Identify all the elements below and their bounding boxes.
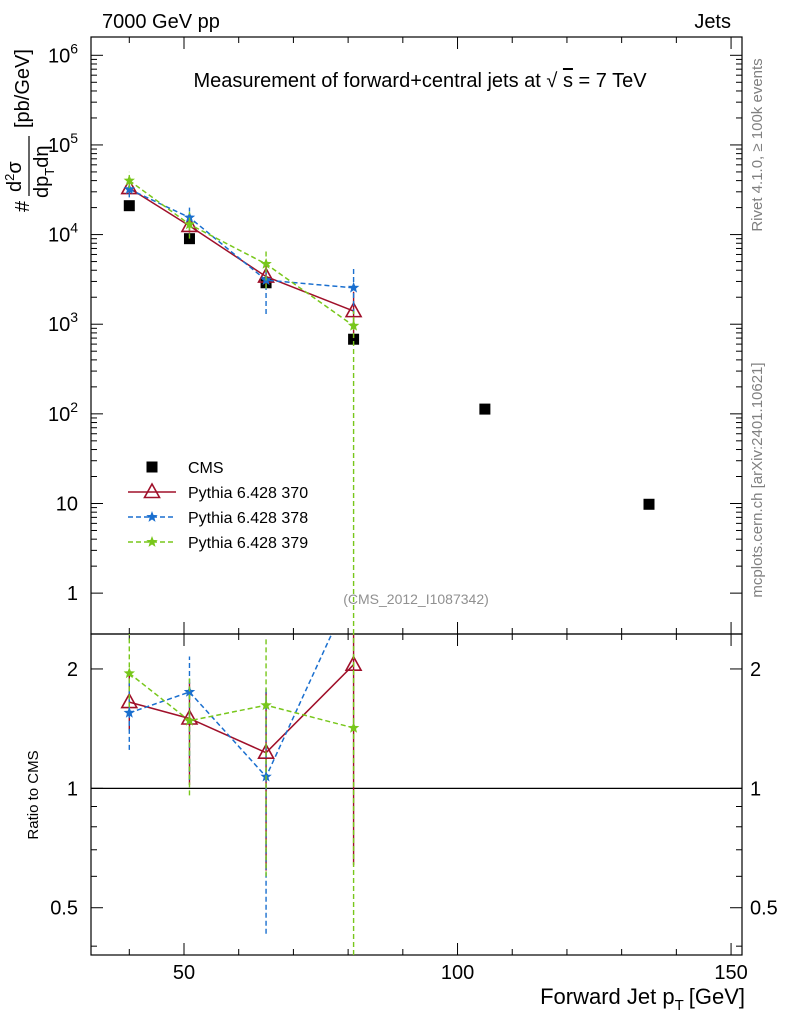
legend: CMS Pythia 6.428 370 Pythia 6.428 378 Pythi… xyxy=(128,460,308,552)
header-right: Jets xyxy=(694,11,731,33)
main-ytick-label: 105 xyxy=(48,130,78,157)
legend-item: Pythia 6.428 378 xyxy=(128,510,308,527)
ratio-line xyxy=(129,633,333,779)
main-ytick-label: 102 xyxy=(48,399,78,426)
ratio-ytick-label-right: 2 xyxy=(750,659,761,681)
x-axis-label-main: Forward Jet p xyxy=(540,984,675,1009)
legend-label: Pythia 6.428 370 xyxy=(188,485,308,502)
ratio-point xyxy=(123,706,135,718)
ratio-point xyxy=(183,714,196,726)
legend-label: Pythia 6.428 378 xyxy=(188,510,308,527)
analysis-tag: (CMS_2012_I1087342) xyxy=(343,591,489,607)
main-ytick-label: 1 xyxy=(67,583,78,605)
ratio-axis-ticks xyxy=(91,634,742,955)
ratio-line xyxy=(128,672,354,729)
legend-marker xyxy=(146,461,158,473)
main-series-3 xyxy=(123,171,360,634)
ratio-point xyxy=(260,699,272,711)
legend-label: Pythia 6.428 379 xyxy=(188,535,308,552)
ratio-frame xyxy=(90,633,743,956)
legend-marker xyxy=(146,536,158,547)
ratio-point xyxy=(180,708,199,725)
data-point xyxy=(123,200,135,212)
ratio-ytick-label-left: 2 xyxy=(67,659,78,681)
sqrt-symbol: √ xyxy=(546,70,557,92)
data-point xyxy=(348,333,360,345)
main-series-2 xyxy=(123,180,360,315)
legend-item: Pythia 6.428 379 xyxy=(128,535,308,552)
plot-title-s: s xyxy=(563,70,573,92)
ylabel-unit: [pb/GeV] xyxy=(12,49,34,128)
ratio-series-2 xyxy=(123,634,360,955)
main-ytick-label: 106 xyxy=(48,40,78,67)
ratio-series-0 xyxy=(120,634,363,871)
main-series-1 xyxy=(120,178,363,339)
data-point xyxy=(180,216,199,233)
ratio-line xyxy=(129,664,355,754)
legend-marker xyxy=(143,482,161,499)
data-point xyxy=(123,183,135,195)
legend-marker xyxy=(146,511,158,522)
xtick-label: 150 xyxy=(714,962,747,984)
plot-title-main: Measurement of forward+central jets at xyxy=(193,70,541,92)
legend-label: CMS xyxy=(188,460,224,477)
header-left: 7000 GeV pp xyxy=(102,11,220,33)
ratio-ytick-label-right: 1 xyxy=(750,778,761,800)
data-point xyxy=(123,174,135,186)
data-point xyxy=(183,211,196,223)
series-line xyxy=(128,179,355,327)
ratio-ylabel: Ratio to CMS xyxy=(25,750,42,839)
ylabel-denominator: dpTdη xyxy=(31,146,57,198)
main-ytick-label: 104 xyxy=(48,220,78,247)
data-point xyxy=(347,281,360,293)
ratio-ytick-label-right: 0.5 xyxy=(750,898,778,920)
x-axis-label-unit: [GeV] xyxy=(689,984,745,1009)
series-line xyxy=(128,188,354,289)
plot-title-rest: = 7 TeV xyxy=(579,70,648,92)
main-series xyxy=(120,171,655,634)
ratio-point xyxy=(257,743,275,759)
ratio-ytick-label-left: 0.5 xyxy=(50,898,78,920)
main-ytick-label: 103 xyxy=(48,309,78,336)
ratio-point xyxy=(123,667,135,679)
legend-item: CMS xyxy=(146,460,224,477)
main-ylabel: # d2σ dpTdη [pb/GeV] xyxy=(2,49,57,212)
main-axis-ticks xyxy=(91,37,742,634)
plot-title: Measurement of forward+central jets at √… xyxy=(193,70,647,92)
ylabel-numerator: d2σ xyxy=(2,161,26,192)
ylabel-hash: # xyxy=(12,200,34,212)
xtick-label: 100 xyxy=(441,962,474,984)
data-point xyxy=(347,319,360,331)
data-point xyxy=(260,258,272,269)
data-point xyxy=(479,403,491,415)
data-point xyxy=(183,218,196,230)
ratio-point xyxy=(347,721,360,733)
main-ytick-label: 10 xyxy=(56,493,78,515)
xtick-label: 50 xyxy=(173,962,195,984)
data-point xyxy=(643,498,655,510)
series-line xyxy=(128,187,354,312)
x-axis-label-sub: T xyxy=(675,997,684,1014)
legend-item: Pythia 6.428 370 xyxy=(128,482,308,502)
ratio-series xyxy=(120,633,363,955)
x-axis-label: Forward Jet pT [GeV] xyxy=(540,984,745,1014)
ratio-tick-labels: 0.5 0.5 1 1 2 2 50 100 150 xyxy=(50,659,778,984)
rivet-version-label: Rivet 4.1.0, ≥ 100k events xyxy=(749,58,766,231)
ratio-series-1 xyxy=(123,633,333,934)
ratio-point xyxy=(183,686,196,697)
ratio-ytick-label-left: 1 xyxy=(67,778,78,800)
data-point xyxy=(344,301,363,318)
mcplots-label: mcplots.cern.ch [arXiv:2401.10621] xyxy=(749,362,766,597)
